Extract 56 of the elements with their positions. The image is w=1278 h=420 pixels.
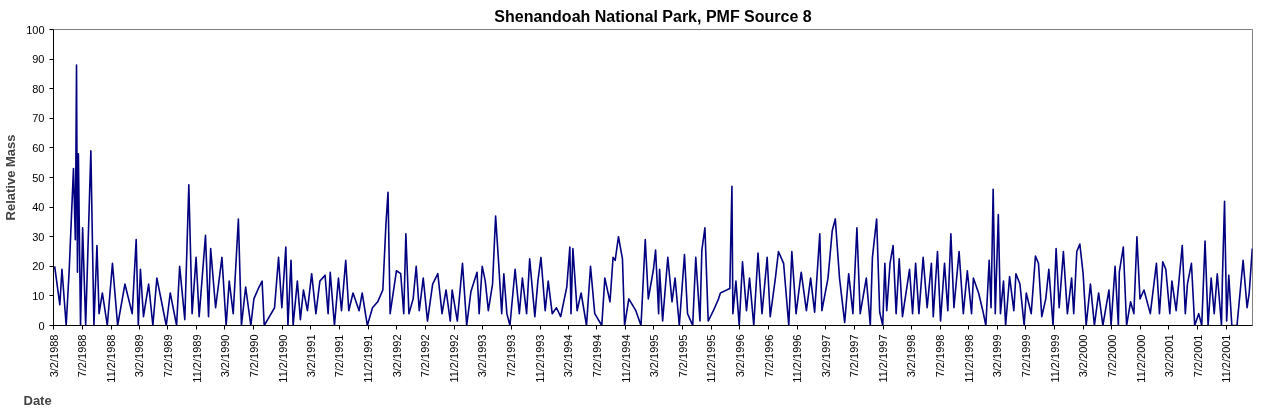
x-tick-label: 7/2/1994 (590, 334, 603, 378)
x-tick-label: 3/2/1988 (47, 334, 60, 378)
x-tick-label: 3/2/1993 (476, 334, 489, 378)
x-tick-label: 3/2/1996 (733, 334, 746, 378)
y-axis-title: Relative Mass (3, 134, 19, 221)
x-tick-label: 11/2/1995 (705, 334, 718, 383)
x-tick-label: 3/2/1997 (819, 334, 832, 378)
x-tick-label: 7/2/1990 (247, 334, 260, 378)
x-tick-label: 3/2/2000 (1077, 334, 1090, 378)
x-tick-label: 11/2/1996 (791, 334, 804, 383)
y-tick-label: 80 (32, 82, 45, 95)
x-tick-label: 7/2/1995 (676, 334, 689, 378)
x-tick-label: 11/2/1990 (276, 334, 289, 383)
y-tick-label: 60 (32, 141, 45, 154)
x-tick-label: 11/2/1994 (619, 334, 632, 383)
x-tick-label: 3/2/1992 (390, 334, 403, 378)
x-tick-label: 7/2/1991 (333, 334, 346, 378)
y-tick-label: 50 (32, 171, 45, 184)
x-tick-label: 11/2/1991 (362, 334, 375, 383)
x-tick-label: 11/2/2000 (1134, 334, 1147, 383)
x-tick-label: 7/2/1993 (505, 334, 518, 378)
x-tick-label: 11/2/1998 (962, 334, 975, 383)
x-tick-label: 3/2/1995 (647, 334, 660, 378)
x-tick-label: 7/2/2000 (1105, 334, 1118, 378)
x-tick-label: 7/2/1997 (848, 334, 861, 378)
x-tick-label: 3/2/1991 (304, 334, 317, 378)
x-tick-label: 11/2/1989 (190, 334, 203, 383)
x-tick-label: 11/2/2001 (1220, 334, 1233, 383)
x-tick-label: 11/2/1993 (534, 334, 547, 383)
x-tick-label: 7/2/2001 (1191, 334, 1204, 378)
x-tick-label: 3/2/1990 (218, 334, 231, 378)
y-tick-label: 20 (32, 260, 45, 273)
x-tick-label: 3/2/2001 (1162, 334, 1175, 378)
y-tick-label: 40 (32, 201, 45, 214)
y-tick-label: 90 (32, 53, 45, 66)
x-axis-title: Date (23, 392, 52, 408)
x-tick-label: 7/2/1992 (419, 334, 432, 378)
x-tick-label: 7/2/1989 (161, 334, 174, 378)
x-tick-label: 7/2/1988 (76, 334, 89, 378)
y-tick-label: 100 (26, 23, 45, 36)
y-tick-label: 70 (32, 112, 45, 125)
x-tick-label: 3/2/1998 (905, 334, 918, 378)
x-tick-label: 7/2/1996 (762, 334, 775, 378)
y-tick-label: 10 (32, 289, 45, 302)
x-tick-label: 7/2/1998 (934, 334, 947, 378)
x-tick-label: 11/2/1997 (877, 334, 890, 383)
x-tick-label: 11/2/1988 (105, 334, 118, 383)
x-tick-label: 11/2/1992 (448, 334, 461, 383)
y-tick-label: 30 (32, 230, 45, 243)
x-tick-label: 3/2/1994 (562, 334, 575, 378)
x-tick-label: 3/2/1989 (133, 334, 146, 378)
x-tick-label: 7/2/1999 (1019, 334, 1032, 378)
chart-title: Shenandoah National Park, PMF Source 8 (494, 7, 812, 25)
x-tick-label: 11/2/1999 (1048, 334, 1061, 383)
y-tick-label: 0 (38, 319, 45, 332)
x-tick-label: 3/2/1999 (991, 334, 1004, 378)
